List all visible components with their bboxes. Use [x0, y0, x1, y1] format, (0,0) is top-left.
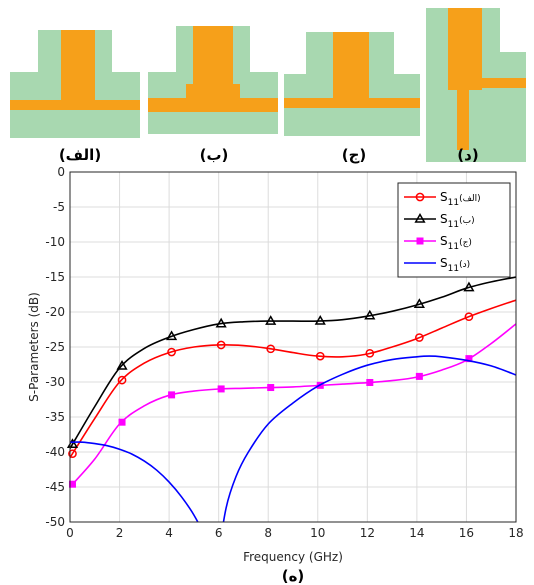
structure-jim: [284, 32, 420, 136]
data-point: [216, 340, 226, 350]
structure-alef: [10, 30, 140, 138]
legend-marker: [416, 237, 424, 245]
data-point: [116, 360, 128, 370]
structure-caption-be: (ب): [200, 146, 229, 164]
structure-caption-alef: (الف): [59, 146, 101, 164]
y-tick-label: -5: [53, 200, 65, 214]
y-tick-label: -45: [45, 480, 65, 494]
x-tick-label: 2: [116, 526, 124, 540]
data-point: [266, 344, 276, 354]
series-line: [70, 441, 199, 522]
data-point: [265, 315, 277, 325]
structure-caption-jim: (ج): [342, 146, 367, 164]
data-point: [465, 355, 473, 363]
x-tick-label: 16: [459, 526, 474, 540]
data-point: [413, 298, 425, 308]
series-line-branch: [222, 355, 516, 522]
legend-entry: S11(ب): [440, 212, 475, 230]
data-point: [315, 351, 325, 361]
x-tick-label: 14: [409, 526, 424, 540]
data-point: [267, 384, 275, 392]
data-point: [68, 449, 77, 459]
data-point: [463, 281, 475, 292]
y-tick-label: 0: [57, 165, 65, 179]
y-tick-label: -15: [45, 270, 65, 284]
plot-area: 0 2 4 6 8 10 12 14 16 18 0 -5 -10 -15 -20 -25 -30 -35 -40 -…: [45, 165, 523, 540]
legend-entry: S11(د): [440, 256, 470, 274]
y-tick-label: -20: [45, 305, 65, 319]
series-line: [70, 299, 516, 459]
x-axis-label: Frequency (GHz): [243, 550, 343, 564]
series-2: [70, 276, 516, 449]
data-point: [117, 375, 127, 385]
ticks: 0 2 4 6 8 10 12 14 16 18 0 -5 -10 -15 -20 -25 -30 -35 -40 -…: [45, 165, 523, 540]
data-point: [165, 330, 178, 341]
data-point: [364, 309, 376, 320]
series-3: [70, 323, 516, 488]
y-axis-label: S-Parameters (dB): [27, 292, 41, 402]
y-tick-label: -40: [45, 445, 65, 459]
structure-dal: [426, 8, 526, 162]
data-point: [168, 391, 176, 399]
plot-frame: [69, 171, 517, 523]
series-4: [70, 355, 516, 522]
y-tick-label: -25: [45, 340, 65, 354]
data-point: [464, 312, 474, 322]
data-point: [167, 347, 176, 357]
data-point: [68, 480, 76, 488]
data-point: [215, 317, 227, 328]
legend-entry: S11(ج): [440, 234, 472, 252]
legend-marker: [414, 212, 426, 223]
series-line: [70, 323, 516, 488]
data-point: [415, 333, 424, 342]
data-point: [118, 418, 126, 426]
legend-entry: S11(الف): [440, 190, 481, 208]
y-tick-label: -10: [45, 235, 65, 249]
data-point: [217, 385, 225, 393]
series-layer: [66, 276, 516, 522]
structure-diagrams: (الف) (ب) (ج) (د): [10, 8, 526, 164]
structure-caption-dal: (د): [457, 146, 478, 164]
y-tick-label: -35: [45, 410, 65, 424]
x-tick-label: 10: [310, 526, 325, 540]
data-point: [314, 314, 326, 325]
x-tick-label: 0: [66, 526, 74, 540]
x-tick-label: 8: [264, 526, 272, 540]
series-1: [70, 299, 516, 459]
figure-caption: (ه): [282, 567, 305, 585]
data-point: [365, 348, 375, 358]
y-tick-label: -30: [45, 375, 65, 389]
series-line: [70, 276, 516, 449]
x-tick-label: 4: [165, 526, 173, 540]
data-point: [415, 372, 423, 380]
structure-be: [148, 26, 278, 134]
x-tick-label: 6: [215, 526, 223, 540]
data-point: [366, 378, 374, 386]
legend-marker: [415, 192, 425, 202]
legend: S11(الف) S11(ب) S11(ج) S11(د): [397, 182, 511, 278]
x-tick-label: 12: [360, 526, 375, 540]
y-tick-label: -50: [45, 515, 65, 529]
x-tick-label: 18: [508, 526, 523, 540]
